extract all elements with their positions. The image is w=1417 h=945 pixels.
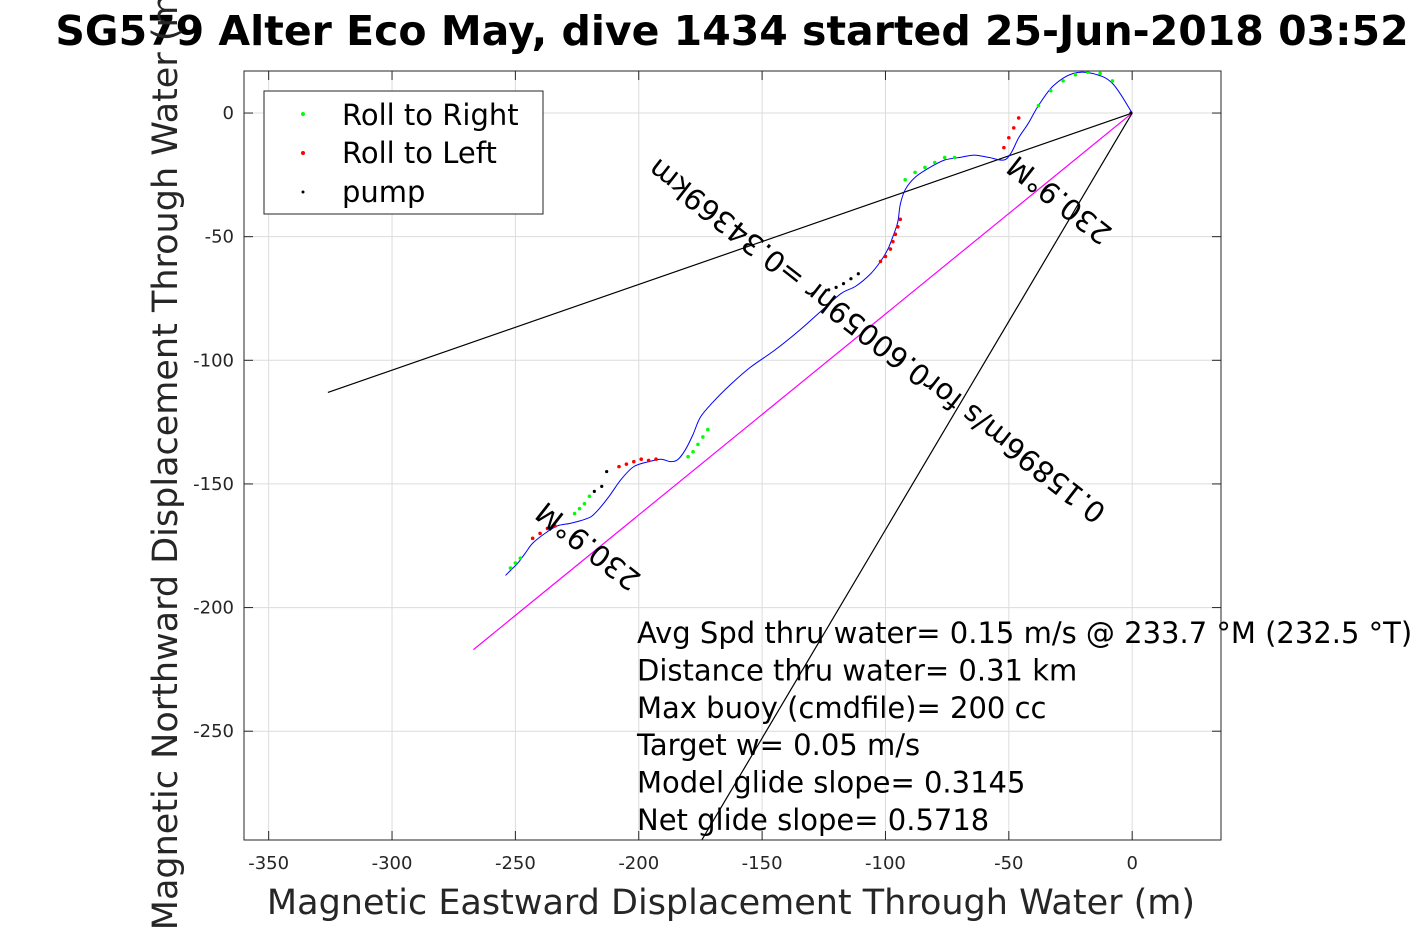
y-tick-label: -200 [193, 598, 234, 619]
x-tick-label: -250 [495, 853, 536, 874]
roll-left-point [646, 458, 651, 463]
legend-label-roll-right: Roll to Right [342, 98, 519, 132]
stats-line: Max buoy (cmdfile)= 200 cc [637, 691, 1046, 725]
roll-left-point [1002, 145, 1006, 150]
roll-right-point [1098, 71, 1102, 76]
roll-left-point [632, 459, 636, 464]
roll-left-point [624, 462, 629, 466]
roll-left-point [891, 239, 895, 244]
stats-line: Avg Spd thru water= 0.15 m/s @ 233.7 °M … [637, 616, 1412, 650]
roll-right-point [696, 442, 700, 447]
y-tick-label: 0 [223, 103, 234, 124]
roll-left-point [896, 224, 900, 229]
roll-right-point [942, 155, 947, 160]
legend-label-pump: pump [342, 175, 425, 209]
legend: Roll to Right Roll to Left pump [263, 90, 544, 215]
axis-ticks: -350 -300 -250 -200 -150 -100 -50 0 0 -50 -100 -150… [193, 71, 1221, 874]
roll-right-point [1061, 79, 1065, 83]
x-tick-label: -300 [372, 853, 413, 874]
pump-point [600, 484, 604, 489]
roll-right-point [587, 494, 592, 499]
roll-right-point [1085, 71, 1090, 75]
roll-right-point [513, 561, 518, 565]
roll-left-point [1016, 116, 1021, 120]
stats-line: Net glide slope= 0.5718 [637, 803, 989, 837]
roll-right-point [572, 511, 577, 516]
roll-left-point [893, 232, 898, 236]
roll-left-point [639, 457, 644, 462]
x-tick-label: -350 [248, 853, 289, 874]
roll-right-point [691, 449, 695, 454]
roll-left-point [878, 259, 883, 264]
roll-right-point [686, 454, 690, 459]
roll-left-point [654, 457, 658, 462]
pump-point [856, 272, 860, 276]
roll-left-point [545, 526, 550, 531]
stats-line: Model glide slope= 0.3145 [637, 766, 1025, 800]
pump-point [592, 489, 596, 493]
roll-left-point [1007, 135, 1011, 140]
roll-right-point [577, 506, 582, 511]
x-tick-label: 0 [1126, 853, 1137, 874]
x-tick-label: -200 [618, 853, 659, 874]
roll-right-point [1073, 72, 1078, 77]
pump-point [605, 469, 609, 474]
chart-title: SG579 Alter Eco May, dive 1434 started 2… [55, 7, 1408, 55]
roll-left-point [898, 217, 903, 222]
y-tick-label: -150 [193, 474, 234, 495]
roll-right-point [952, 155, 957, 160]
roll-right-point [1110, 79, 1115, 83]
plot-frame [243, 70, 1222, 841]
roll-right-point [1048, 88, 1053, 93]
pump-point [841, 282, 846, 286]
legend-marker-pump [301, 190, 305, 194]
pump-point [827, 288, 831, 292]
roll-left-point [1011, 126, 1016, 130]
roll-left-point [888, 247, 893, 251]
legend-marker-roll-left [301, 151, 305, 155]
pump-point [1129, 111, 1133, 115]
roll-right-point [582, 501, 587, 506]
roll-right-point [706, 427, 710, 432]
y-tick-label: -250 [193, 721, 234, 742]
pump-point [849, 277, 853, 281]
track-line [505, 71, 1133, 576]
roll-right-point [903, 177, 908, 182]
roll-right-point [508, 566, 513, 570]
y-tick-label: -100 [193, 350, 234, 371]
stats-line: Distance thru water= 0.31 km [637, 653, 1077, 687]
roll-left-point [530, 536, 535, 541]
legend-label-roll-left: Roll to Left [342, 136, 497, 170]
x-axis-label: Magnetic Eastward Displacement Through W… [267, 883, 1195, 923]
y-tick-label: -50 [205, 227, 234, 248]
roll-left-point [617, 464, 621, 469]
net-displacement-line [473, 112, 1133, 651]
y-axis-label: Magnetic Northward Displacement Through … [146, 0, 186, 930]
stats-text: Avg Spd thru water= 0.15 m/s @ 233.7 °M … [636, 616, 1412, 837]
roll-left-point [538, 531, 542, 536]
x-tick-label: -50 [994, 853, 1023, 874]
track-layer [505, 71, 1133, 576]
stats-line: Target w= 0.05 m/s [636, 728, 920, 762]
legend-box [263, 90, 544, 215]
x-tick-label: -150 [742, 853, 783, 874]
marker-layer [508, 71, 1133, 570]
roll-right-point [701, 435, 705, 439]
heading-line-2 [701, 112, 1133, 840]
x-tick-label: -100 [865, 853, 906, 874]
roll-right-point [933, 160, 937, 165]
roll-left-point [553, 524, 557, 528]
legend-marker-roll-right [301, 112, 305, 116]
roll-left-point [883, 254, 888, 259]
pump-point [834, 285, 838, 289]
roll-right-point [913, 170, 917, 175]
roll-right-point [1036, 103, 1041, 108]
roll-right-point [923, 165, 927, 170]
roll-right-point [518, 556, 523, 560]
